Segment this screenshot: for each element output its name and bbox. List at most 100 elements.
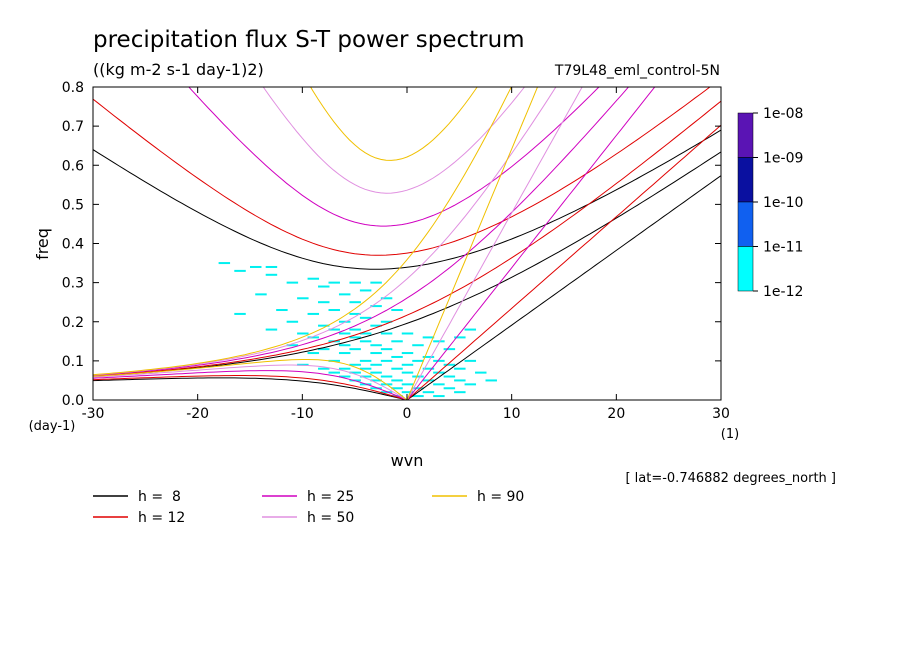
spectrum-cell: [391, 309, 403, 312]
spectrum-cell: [338, 320, 351, 323]
y-tick-label: 0.2: [62, 315, 84, 331]
spectrum-cell: [286, 281, 299, 284]
spectrum-cell: [265, 265, 278, 268]
spectrum-cell: [338, 293, 351, 296]
latitude-footnote: [ lat=-0.746882 degrees_north ]: [625, 471, 836, 486]
spectrum-cell: [391, 379, 403, 382]
spectrum-cell: [380, 348, 393, 351]
y-tick-label: 0.7: [62, 119, 84, 135]
spectrum-cell: [307, 277, 320, 280]
x-tick-label: -30: [82, 406, 105, 422]
spectrum-cell: [370, 387, 382, 390]
spectrum-cell: [422, 379, 435, 382]
spectrum-cell: [234, 312, 246, 315]
colorbar-label: 1e-09: [763, 151, 803, 167]
y-tick-label: 0.6: [62, 158, 84, 174]
spectrum-cell: [349, 348, 361, 351]
spectrum-cell: [370, 371, 382, 374]
colorbar-swatch: [737, 201, 754, 247]
spectrum-cell: [412, 344, 424, 347]
spectrum-cell: [349, 371, 361, 374]
spectrum-cell: [380, 297, 393, 300]
spectrum-cell: [338, 344, 351, 347]
dispersion-curve: [93, 129, 721, 270]
spectrum-cell: [349, 336, 361, 339]
dispersion-curve: [93, 377, 408, 400]
spectrum-cell: [412, 387, 424, 390]
spectrum-cell: [443, 363, 456, 366]
dispersion-curve: [406, 87, 539, 400]
spectrum-cell: [359, 340, 372, 343]
spectrum-cell: [401, 352, 414, 355]
spectrum-cell: [401, 383, 414, 386]
dispersion-curve: [406, 87, 583, 400]
spectrum-cell: [464, 328, 477, 331]
spectrum-cell: [370, 363, 382, 366]
spectrum-cell: [422, 355, 435, 358]
spectrum-cell: [250, 265, 262, 268]
y-tick-label: 0.8: [62, 80, 84, 96]
dispersion-curve: [406, 87, 656, 400]
spectrum-cell: [391, 355, 403, 358]
spectrum-cell: [464, 383, 477, 386]
spectrum-cell: [265, 328, 278, 331]
colorbar-label: 1e-12: [763, 284, 803, 300]
legend-label: h = 90: [477, 489, 524, 505]
spectrum-cell: [265, 273, 278, 276]
legend-label: h = 25: [307, 489, 354, 505]
spectrum-cell: [359, 316, 372, 319]
spectrum-cell: [380, 391, 393, 394]
dispersion-curve: [188, 87, 600, 227]
spectrum-cell: [412, 395, 424, 398]
y-tick-label: 0.1: [62, 354, 84, 370]
spectrum-cell: [307, 352, 320, 355]
dispersion-curve: [93, 87, 512, 376]
dispersion-curves: [93, 87, 721, 400]
spectrum-cell: [297, 297, 309, 300]
spectrum-cell: [433, 395, 445, 398]
y-tick-label: 0.0: [62, 393, 84, 409]
run-label: T79L48_eml_control-5N: [554, 63, 720, 79]
legend-label: h = 12: [138, 510, 185, 526]
colorbar: 1e-08 1e-09 1e-10 1e-11 1e-12: [737, 106, 803, 300]
spectrum-cell: [328, 359, 340, 362]
spectrum-cell: [338, 352, 351, 355]
dispersion-curve: [93, 364, 408, 400]
spectrum-cell: [349, 281, 361, 284]
spectrum-cell: [464, 359, 477, 362]
spectrum-cell: [359, 332, 372, 335]
spectrum-cell: [359, 289, 372, 292]
spectrum-cell: [297, 332, 309, 335]
spectrum-cell: [349, 312, 361, 315]
spectrum-cell: [454, 367, 466, 370]
spectrum-cell: [454, 391, 466, 394]
spectrum-cell: [370, 379, 382, 382]
spectrum-cell: [328, 371, 340, 374]
spectrum-cell: [443, 375, 456, 378]
dispersion-curve: [406, 175, 721, 400]
spectrum-cell: [349, 301, 361, 304]
spectrum-cell: [307, 336, 320, 339]
spectrum-cell: [380, 375, 393, 378]
spectrum-cell: [328, 281, 340, 284]
spectrum-cell: [433, 383, 445, 386]
spectrum-cell: [359, 367, 372, 370]
spectrum-cell: [401, 371, 414, 374]
spectrum-cell: [380, 359, 393, 362]
spectrum-cell: [338, 367, 351, 370]
x-tick-label: -20: [186, 406, 209, 422]
spectrum-cell: [391, 387, 403, 390]
spectrum-cell: [391, 340, 403, 343]
spectrum-cell: [318, 285, 330, 288]
legend-label: h = 8: [138, 489, 181, 505]
legend: h = 8 h = 12 h = 25 h = 50 h = 90: [93, 489, 524, 526]
spectrum-cell: [401, 363, 414, 366]
spectrum-cell: [286, 344, 299, 347]
spectrum-cell: [454, 379, 466, 382]
spectrum-cell: [338, 375, 351, 378]
colorbar-label: 1e-10: [763, 195, 803, 211]
spectrum-cell: [318, 301, 330, 304]
dispersion-curve: [93, 87, 557, 376]
colorbar-label: 1e-08: [763, 106, 803, 122]
